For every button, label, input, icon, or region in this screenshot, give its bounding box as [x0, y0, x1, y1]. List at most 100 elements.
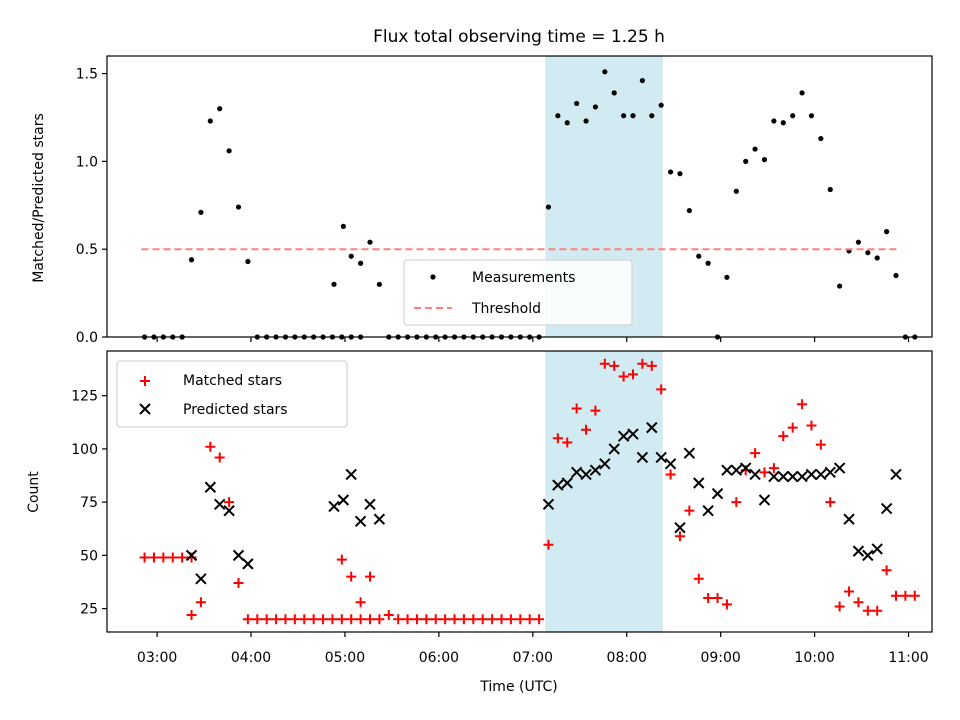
measurement-point: [658, 102, 664, 108]
matched-stars-point: [834, 601, 845, 612]
matched-stars-point: [139, 552, 150, 563]
predicted-stars-point: [815, 468, 827, 481]
measurement-point: [771, 118, 777, 124]
matched-stars-point: [355, 614, 366, 625]
predicted-stars-point: [214, 498, 226, 510]
matched-stars-point: [224, 497, 235, 508]
matched-stars-point: [844, 586, 855, 597]
matched-stars-point: [900, 590, 911, 601]
matched-stars-point: [195, 597, 206, 608]
predicted-stars-point: [871, 543, 883, 555]
measurement-point: [818, 135, 824, 142]
matched-stars-point: [364, 571, 375, 582]
measurement-point: [837, 283, 843, 289]
matched-stars-point: [148, 552, 159, 563]
measurement-point: [367, 239, 373, 245]
matched-stars-point: [336, 614, 347, 625]
measurement-point: [639, 77, 645, 84]
predicted-stars-point: [242, 558, 254, 570]
measurement-point: [855, 239, 862, 245]
measurement-point: [207, 118, 213, 124]
predicted-stars-point: [589, 464, 602, 476]
measurement-point: [649, 113, 655, 119]
matched-stars-point: [318, 614, 329, 625]
matched-stars-point: [797, 399, 808, 410]
predicted-stars-point: [805, 468, 818, 481]
predicted-stars-point: [824, 466, 836, 479]
measurement-point: [827, 186, 833, 193]
x-tick-label: 03:00: [137, 650, 177, 666]
bottom-y-tick-label: 50: [80, 548, 98, 564]
matched-stars-point: [487, 614, 498, 625]
matched-stars-point: [909, 590, 920, 601]
predicted-stars-point: [345, 468, 357, 481]
matched-stars-point: [308, 614, 319, 625]
measurement-point: [574, 100, 580, 107]
predicted-stars-point: [185, 549, 198, 562]
predicted-stars-point: [570, 466, 583, 479]
measurement-point: [761, 157, 768, 163]
predicted-stars-point: [373, 513, 386, 525]
matched-stars-point: [787, 422, 798, 433]
predicted-stars-point: [796, 470, 808, 483]
top-data-points: [141, 69, 918, 340]
bottom-y-tick-label: 100: [71, 442, 98, 458]
measurement-point: [667, 169, 674, 175]
predicted-stars-point: [777, 470, 789, 483]
measurement-point: [630, 113, 636, 119]
measurement-point: [583, 118, 589, 124]
matched-stars-point: [890, 590, 901, 601]
matched-stars-point: [346, 614, 357, 625]
matched-stars-point: [609, 360, 620, 371]
predicted-stars-point: [721, 464, 733, 476]
matched-stars-point: [280, 614, 291, 625]
matched-stars-point: [524, 614, 535, 625]
matched-stars-point: [440, 614, 451, 625]
bottom-y-tick-label: 125: [71, 389, 98, 405]
predicted-stars-point: [542, 498, 555, 510]
top-y-axis-label: Matched/Predicted stars: [31, 113, 47, 283]
matched-stars-point: [674, 531, 685, 542]
matched-stars-point: [881, 565, 892, 576]
bottom-legend: Matched stars Predicted stars: [116, 360, 348, 428]
predicted-stars-point: [364, 498, 376, 510]
measurement-point: [808, 113, 815, 119]
top-panel: 0.0 0.5 1.0 1.5 Measurements Threshold: [76, 55, 933, 346]
matched-stars-point: [468, 614, 479, 625]
bottom-y-tick-label: 75: [80, 495, 98, 511]
chart-title: Flux total observing time = 1.25 h: [373, 27, 665, 47]
matched-stars-point: [562, 437, 573, 448]
matched-stars-point: [750, 448, 761, 459]
predicted-stars-point: [337, 494, 350, 506]
predicted-stars-point: [749, 468, 761, 481]
predicted-stars-point: [204, 481, 217, 493]
predicted-stars-point: [693, 477, 705, 489]
measurement-point: [799, 90, 805, 96]
x-tick-label: 04:00: [231, 650, 271, 666]
predicted-stars-point: [664, 458, 677, 470]
measurement-point: [733, 188, 739, 194]
top-y-tick-label: 0.0: [76, 330, 98, 346]
measurement-point: [686, 207, 692, 214]
predicted-stars-point: [636, 451, 649, 464]
measurement-point: [602, 69, 608, 75]
matched-stars-point: [205, 441, 216, 452]
measurement-point: [611, 90, 617, 96]
matched-stars-point: [411, 614, 422, 625]
matched-stars-point: [299, 614, 310, 625]
predicted-stars-point: [599, 458, 611, 470]
measurement-point: [340, 223, 346, 229]
top-y-tick-label: 1.0: [76, 154, 98, 170]
predicted-stars-point: [561, 477, 573, 489]
x-tick-label: 05:00: [325, 650, 365, 666]
predicted-stars-point: [580, 468, 592, 481]
matched-stars-point: [177, 552, 188, 563]
matched-stars-point: [327, 614, 338, 625]
matched-stars-point: [599, 358, 610, 369]
measurement-point: [621, 113, 627, 119]
measurement-point: [677, 171, 683, 177]
matched-stars-point: [449, 614, 460, 625]
measurement-point: [865, 250, 871, 256]
matched-stars-point: [581, 424, 592, 435]
